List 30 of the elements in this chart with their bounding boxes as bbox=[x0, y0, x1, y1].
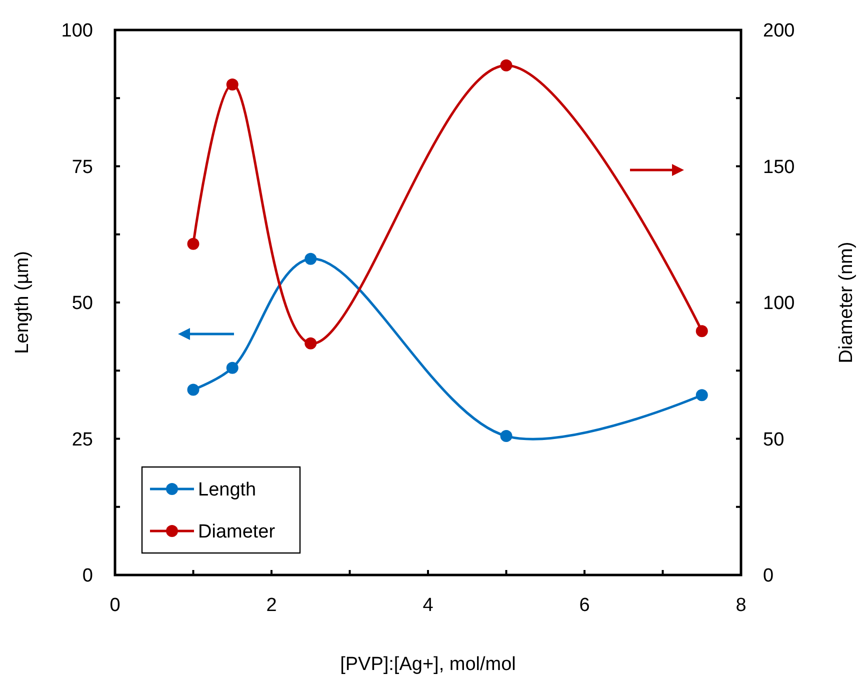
y-tick-label: 75 bbox=[72, 156, 93, 178]
y-tick-label: 50 bbox=[72, 293, 93, 314]
point bbox=[226, 362, 238, 374]
y2-axis-title: Diameter (nm) bbox=[836, 242, 857, 364]
x-tick-label: 0 bbox=[110, 595, 120, 616]
point bbox=[696, 389, 708, 402]
point bbox=[500, 430, 512, 442]
y-axis-title: Length (µm) bbox=[12, 251, 33, 354]
point bbox=[187, 238, 200, 250]
y-tick-label: 100 bbox=[61, 20, 93, 42]
y-tick-label: 25 bbox=[72, 429, 93, 450]
y-tick-label: 0 bbox=[82, 566, 93, 587]
y2-tick-label: 150 bbox=[763, 156, 795, 178]
x-axis-title: [PVP]:[Ag+], mol/mol bbox=[340, 654, 516, 675]
y2-tick-label: 50 bbox=[763, 429, 784, 450]
point bbox=[187, 384, 200, 396]
point bbox=[304, 252, 317, 265]
x-tick-label: 8 bbox=[736, 595, 746, 616]
x-tick-label: 4 bbox=[422, 595, 434, 616]
point bbox=[500, 59, 512, 72]
point bbox=[304, 337, 317, 350]
y2-tick-label: 200 bbox=[763, 20, 795, 42]
point bbox=[696, 325, 708, 338]
x-tick-label: 6 bbox=[579, 595, 590, 616]
point bbox=[226, 78, 238, 90]
x-tick-label: 2 bbox=[266, 595, 277, 616]
y2-tick-label: 0 bbox=[763, 566, 774, 587]
legend-label: Length bbox=[198, 480, 256, 501]
legend-label: Diameter bbox=[198, 522, 276, 543]
y2-tick-label: 100 bbox=[763, 293, 795, 314]
